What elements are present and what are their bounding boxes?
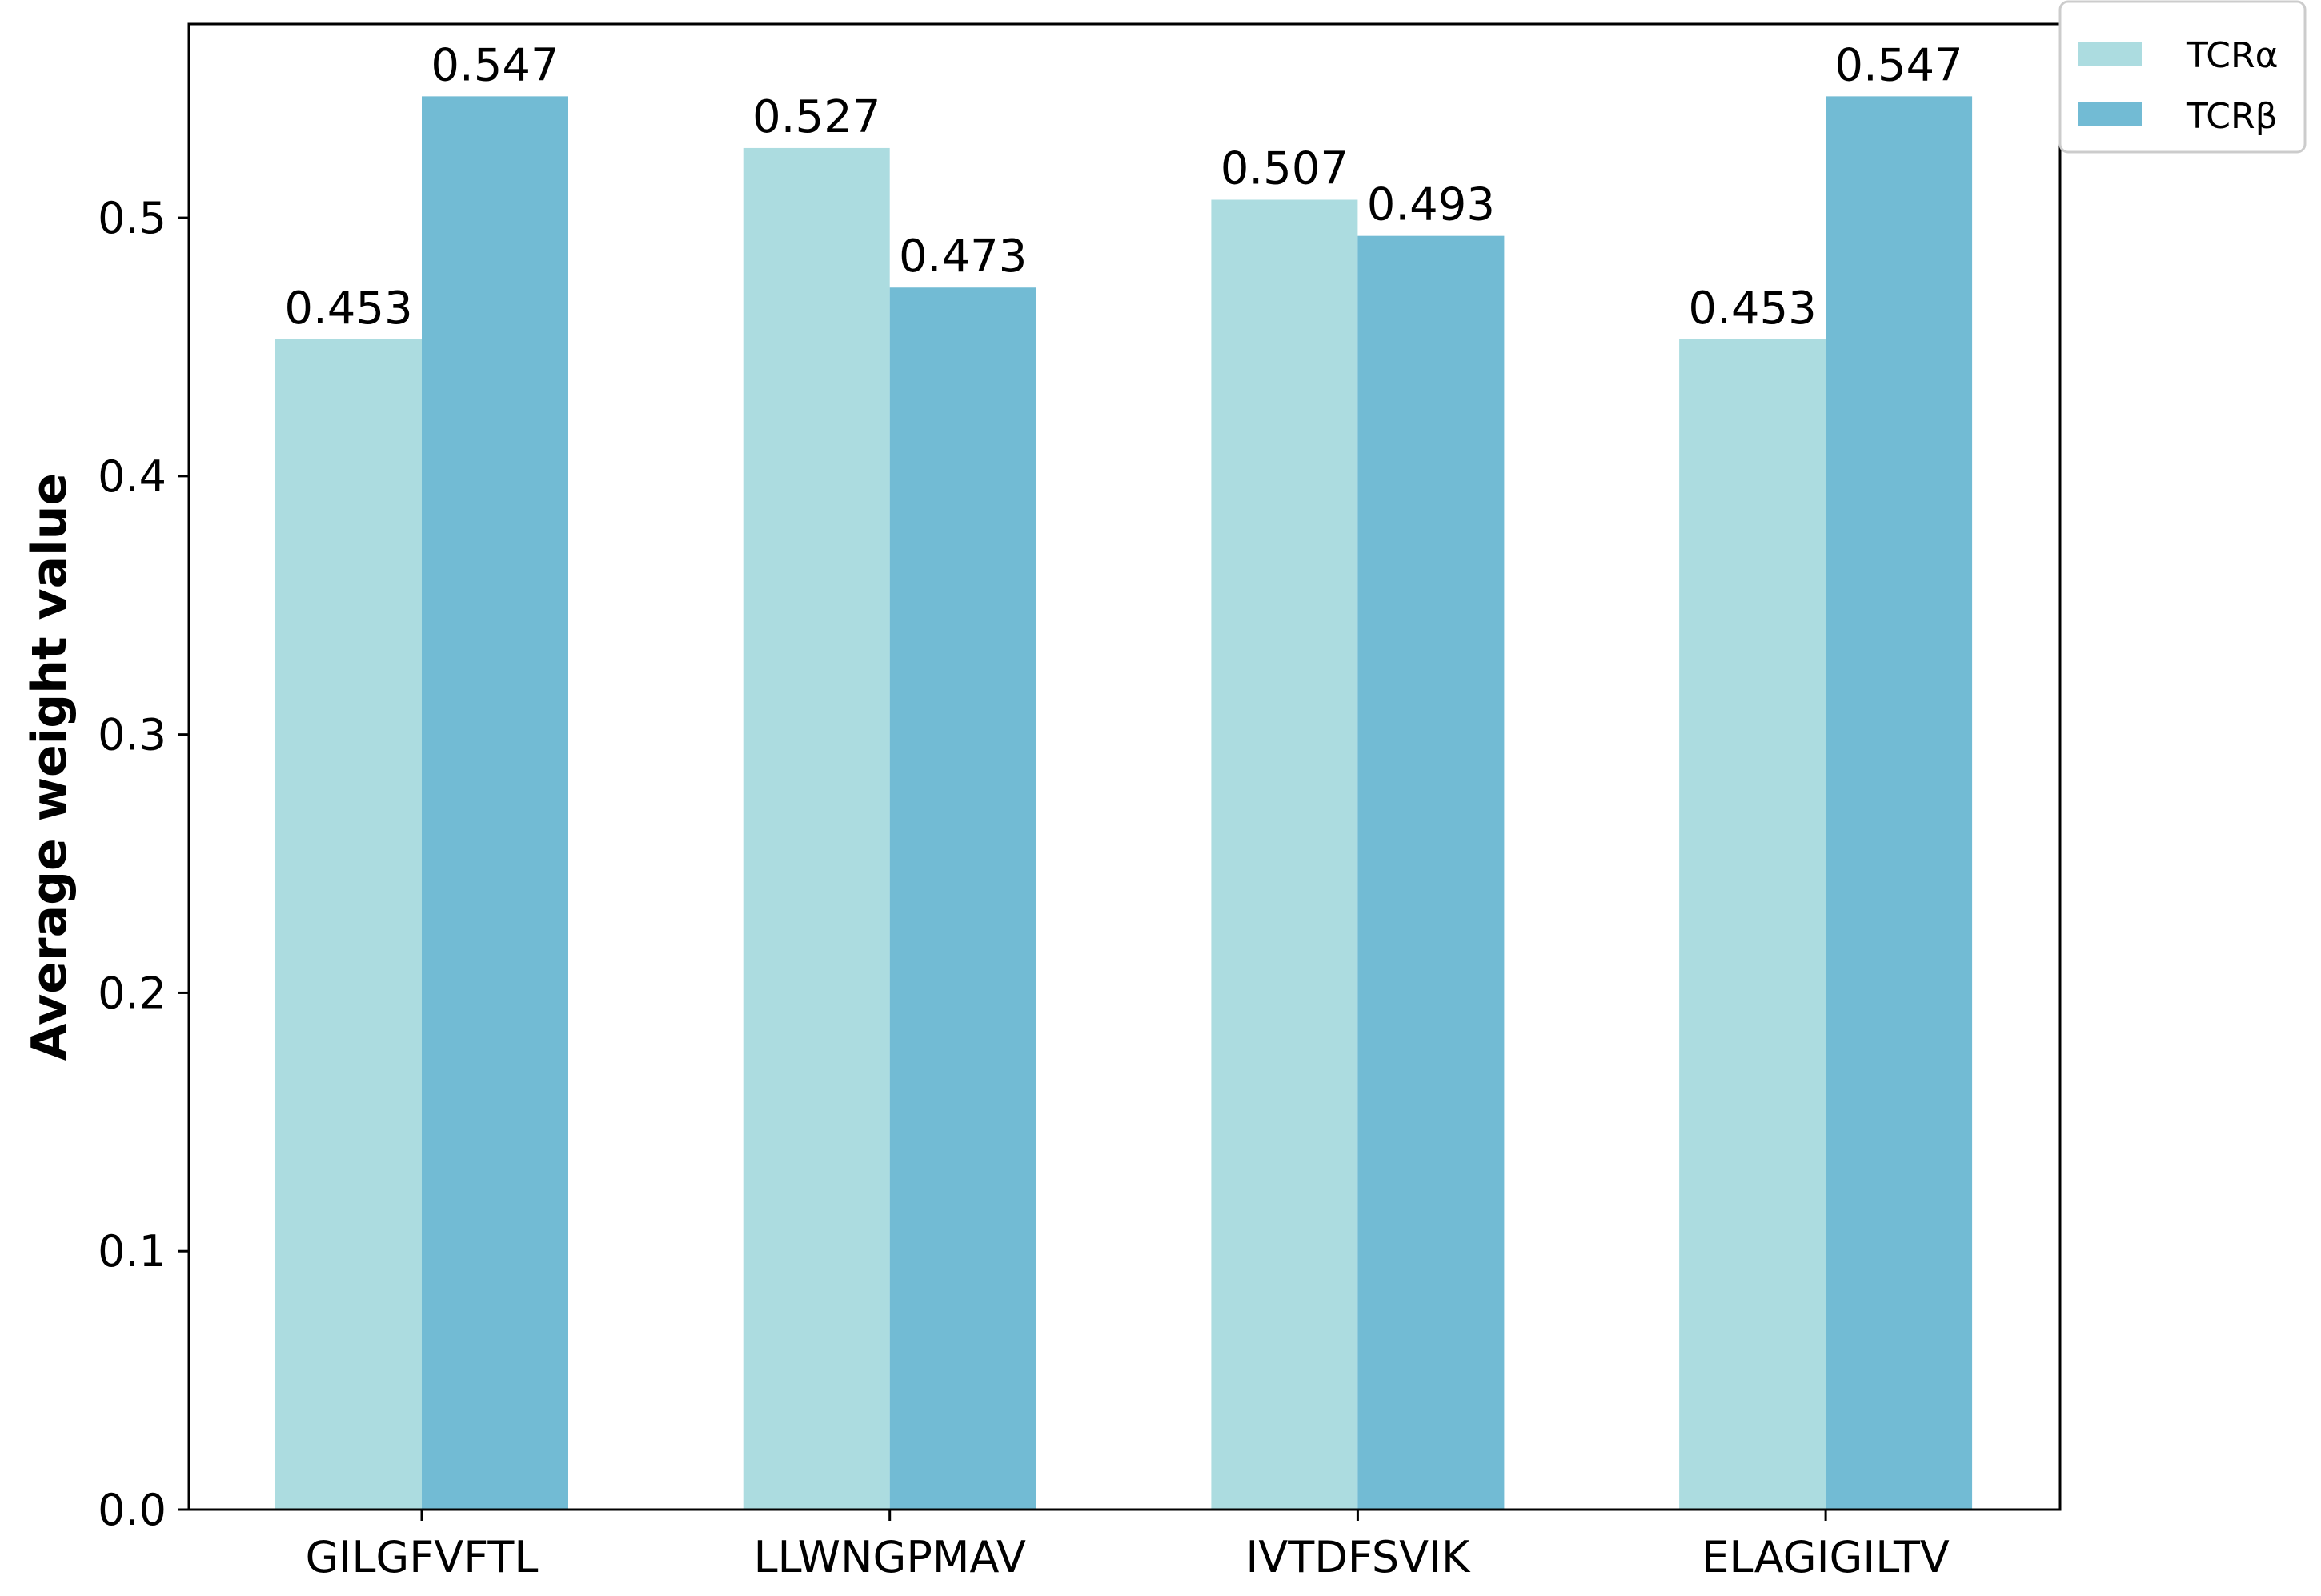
bar-tcr-beta-gilgfvftl bbox=[422, 96, 568, 1510]
y-tick-label: 0.4 bbox=[98, 451, 166, 502]
data-label: 0.507 bbox=[1221, 142, 1349, 194]
data-labels-layer: 0.453 0.547 0.527 0.473 0.507 0.493 0.453 0.547 bbox=[284, 39, 1962, 334]
bars-layer bbox=[275, 96, 1973, 1510]
data-label: 0.493 bbox=[1367, 179, 1495, 231]
x-tick-label: IVTDFSVIK bbox=[1245, 1532, 1471, 1582]
y-tick-label: 0.3 bbox=[98, 710, 166, 760]
y-tick-label: 0.1 bbox=[98, 1226, 166, 1277]
bar-tcr-alpha-ivtdfsvik bbox=[1211, 199, 1358, 1510]
x-tick-label: LLWNGPMAV bbox=[753, 1532, 1025, 1582]
y-tick-label: 0.0 bbox=[98, 1485, 166, 1535]
plot-frame bbox=[187, 22, 2062, 1511]
y-tick-label: 0.2 bbox=[98, 968, 166, 1018]
y-axis-title: Average weight value bbox=[22, 473, 78, 1061]
data-label: 0.547 bbox=[1834, 39, 1962, 91]
y-axis: 0.0 0.1 0.2 0.3 0.4 0.5 bbox=[98, 193, 189, 1535]
data-label: 0.527 bbox=[752, 91, 880, 143]
x-axis: GILGFVFTL LLWNGPMAV IVTDFSVIK ELAGIGILTV bbox=[306, 1510, 1950, 1582]
bar-tcr-alpha-elagigiltv bbox=[1679, 339, 1826, 1510]
bar-tcr-beta-ivtdfsvik bbox=[1357, 235, 1505, 1510]
bar-tcr-beta-llwngpmav bbox=[889, 287, 1036, 1510]
y-tick-label: 0.5 bbox=[98, 193, 166, 243]
legend: TCRα TCRβ bbox=[2058, 0, 2307, 154]
legend-swatch-tcr-alpha bbox=[2078, 42, 2142, 66]
bar-tcr-alpha-llwngpmav bbox=[743, 147, 890, 1510]
legend-label-tcr-alpha: TCRα bbox=[2186, 35, 2279, 76]
data-label: 0.453 bbox=[284, 283, 412, 335]
x-tick-label: ELAGIGILTV bbox=[1702, 1532, 1950, 1582]
x-tick-label: GILGFVFTL bbox=[306, 1532, 539, 1582]
legend-label-tcr-beta: TCRβ bbox=[2186, 96, 2278, 137]
bar-tcr-beta-elagigiltv bbox=[1826, 96, 1973, 1510]
data-label: 0.473 bbox=[899, 231, 1027, 283]
data-label: 0.547 bbox=[431, 39, 559, 91]
data-label: 0.453 bbox=[1688, 283, 1816, 335]
legend-swatch-tcr-beta bbox=[2078, 102, 2142, 126]
bar-tcr-alpha-gilgfvftl bbox=[275, 339, 422, 1510]
